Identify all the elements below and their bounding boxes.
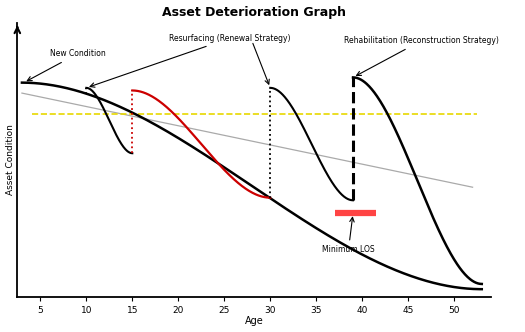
Y-axis label: Asset Condition: Asset Condition [6,124,15,195]
Text: Rehabilitation (Reconstruction Strategy): Rehabilitation (Reconstruction Strategy) [344,36,499,75]
Text: New Condition: New Condition [27,49,106,81]
X-axis label: Age: Age [245,316,264,326]
Text: Minimum LOS: Minimum LOS [322,217,375,254]
Title: Asset Deterioration Graph: Asset Deterioration Graph [162,6,346,19]
Text: Resurfacing (Renewal Strategy): Resurfacing (Renewal Strategy) [90,34,290,87]
